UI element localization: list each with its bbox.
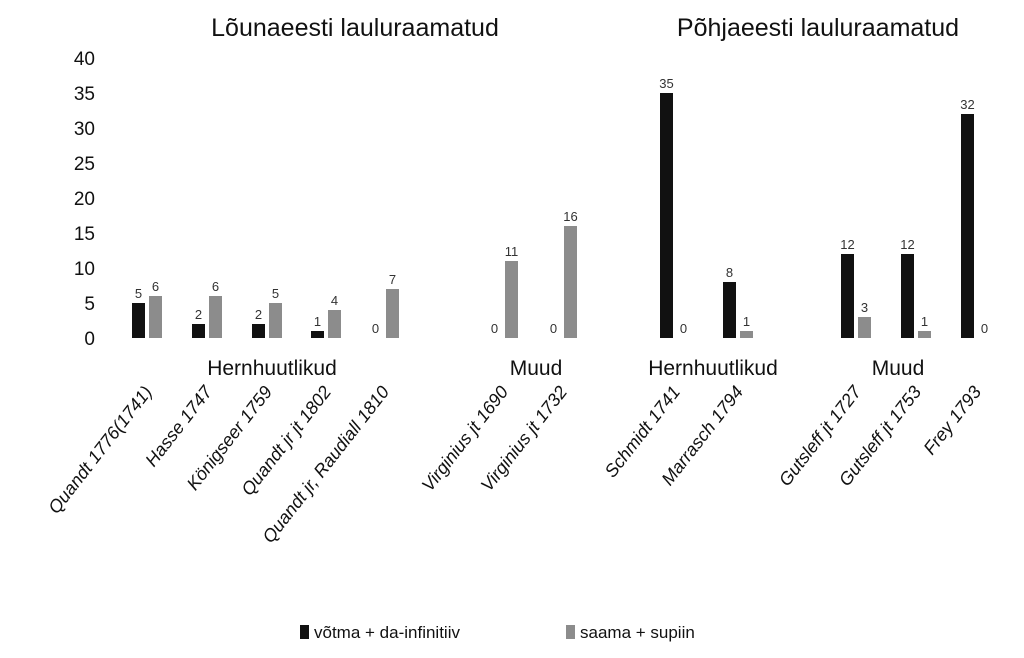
y-tick-label: 5 <box>84 294 95 315</box>
legend-label-saama: saama + supiin <box>580 623 695 642</box>
data-label: 2 <box>255 307 262 322</box>
bar-votma <box>723 282 736 338</box>
data-label: 0 <box>981 321 988 336</box>
bar-votma <box>901 254 914 338</box>
bar-saama <box>505 261 518 338</box>
group-label-north-hernhuutlikud: Hernhuutlikud <box>648 357 778 380</box>
data-label: 5 <box>272 286 279 301</box>
y-tick-label: 15 <box>74 224 95 245</box>
data-label: 16 <box>563 209 577 224</box>
group-label-south-hernhuutlikud: Hernhuutlikud <box>207 357 337 380</box>
y-tick-label: 0 <box>84 329 95 350</box>
bar-votma <box>311 331 324 338</box>
data-label: 0 <box>550 321 557 336</box>
bar-votma <box>252 324 265 338</box>
data-label: 12 <box>840 237 854 252</box>
data-label: 3 <box>861 300 868 315</box>
bar-saama <box>386 289 399 338</box>
bar-votma <box>660 93 673 338</box>
chart-title-south: Lõunaeesti lauluraamatud <box>211 14 499 42</box>
group-label-south-muud: Muud <box>510 357 563 380</box>
bar-saama <box>918 331 931 338</box>
bar-votma <box>961 114 974 338</box>
data-label: 0 <box>372 321 379 336</box>
legend-swatch-votma <box>300 625 309 639</box>
data-label: 1 <box>743 314 750 329</box>
bar-saama <box>149 296 162 338</box>
group-label-north-muud: Muud <box>872 357 925 380</box>
data-label: 11 <box>505 244 519 259</box>
data-label: 0 <box>680 321 687 336</box>
bar-saama <box>328 310 341 338</box>
x-category-label: Quandt 1776(1741) <box>44 382 156 517</box>
bar-saama <box>740 331 753 338</box>
data-label: 12 <box>900 237 914 252</box>
y-tick-label: 25 <box>74 154 95 175</box>
data-label: 6 <box>152 279 159 294</box>
data-label: 1 <box>921 314 928 329</box>
data-label: 32 <box>960 97 974 112</box>
x-category-label: Frey 1793 <box>919 382 985 458</box>
bar-votma <box>192 324 205 338</box>
data-label: 7 <box>389 272 396 287</box>
bar-saama <box>209 296 222 338</box>
y-tick-label: 40 <box>74 49 95 70</box>
data-label: 4 <box>331 293 338 308</box>
bar-saama <box>269 303 282 338</box>
bar-saama <box>564 226 577 338</box>
legend-label-votma: võtma + da-infinitiiv <box>314 623 460 642</box>
y-tick-label: 30 <box>74 119 95 140</box>
data-label: 0 <box>491 321 498 336</box>
data-label: 8 <box>726 265 733 280</box>
legend: võtma + da-infinitiiv saama + supiin <box>300 623 695 642</box>
data-label: 1 <box>314 314 321 329</box>
bar-votma <box>841 254 854 338</box>
data-label: 2 <box>195 307 202 322</box>
legend-swatch-saama <box>566 625 575 639</box>
data-label: 35 <box>659 76 673 91</box>
bar-votma <box>132 303 145 338</box>
y-tick-label: 10 <box>74 259 95 280</box>
data-label: 6 <box>212 279 219 294</box>
y-tick-label: 20 <box>74 189 95 210</box>
data-label: 5 <box>135 286 142 301</box>
y-tick-label: 35 <box>74 84 95 105</box>
bar-saama <box>858 317 871 338</box>
chart-title-north: Põhjaeesti lauluraamatud <box>677 14 959 42</box>
